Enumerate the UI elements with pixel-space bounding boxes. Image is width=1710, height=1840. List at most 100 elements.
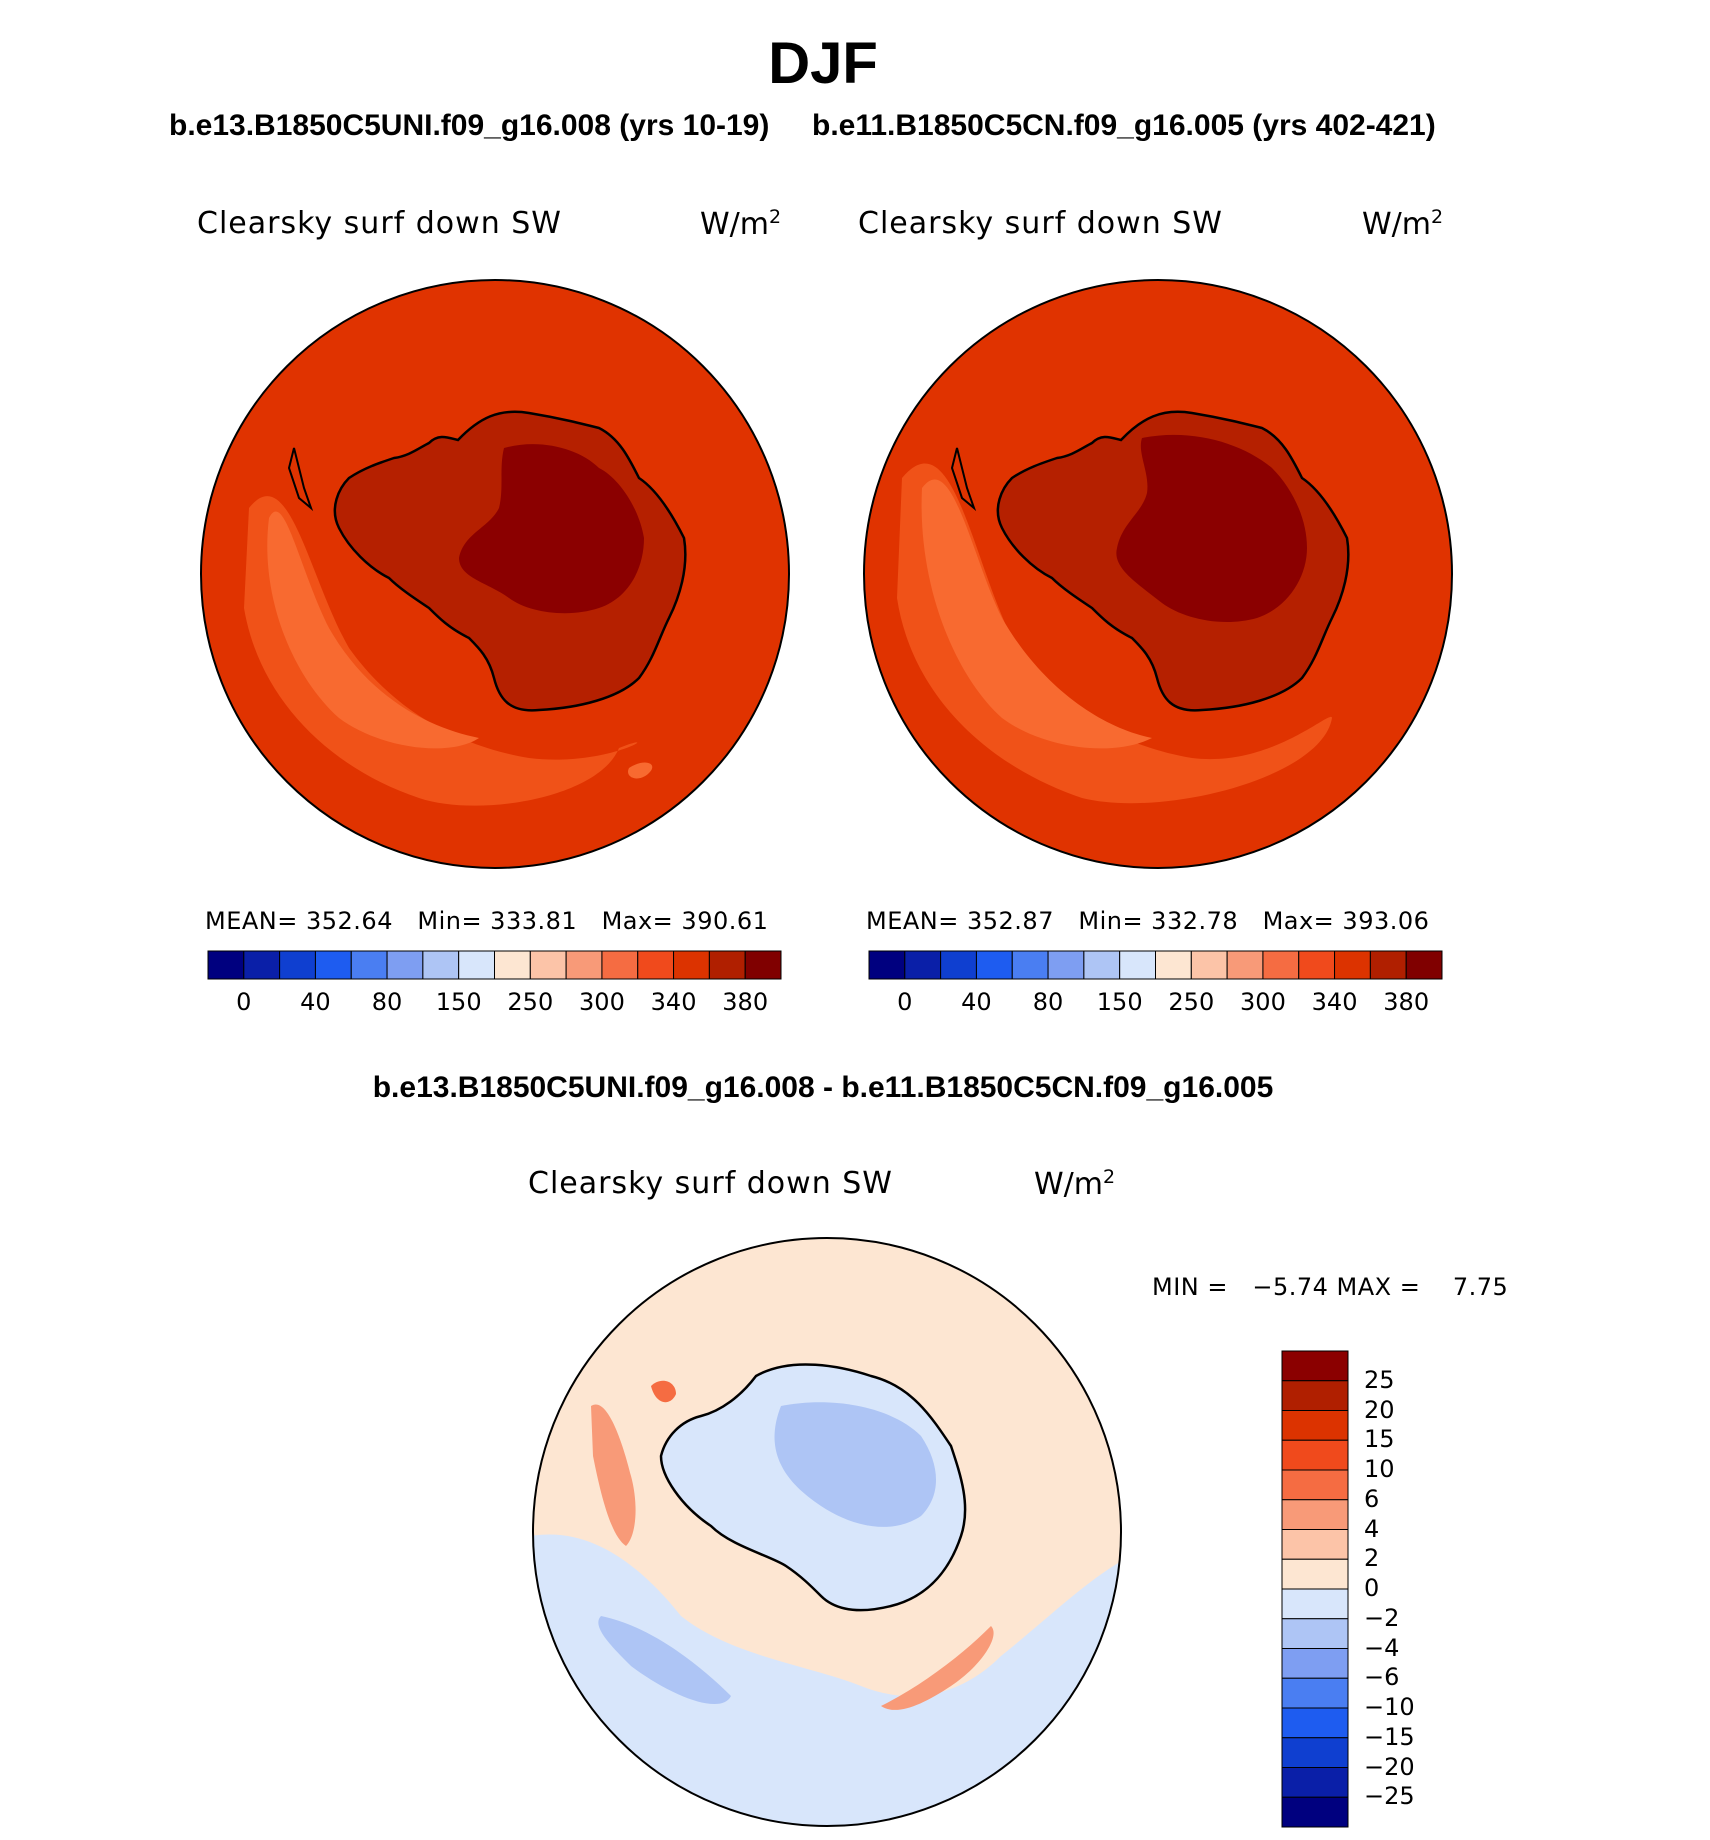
colorbar-label: 4 xyxy=(1364,1514,1380,1543)
panel-1-colorbar-labels: 0 40 80 150 250 300 340 380 xyxy=(208,988,781,1018)
inner-band xyxy=(921,479,1152,749)
colorbar-swatch xyxy=(1298,950,1336,980)
colorbar-swatch xyxy=(1281,1469,1349,1501)
colorbar-swatch xyxy=(940,950,977,980)
colorbar-swatch xyxy=(1119,950,1156,980)
colorbar-label: −15 xyxy=(1364,1722,1415,1751)
peninsula-outline xyxy=(287,447,314,512)
panel-2-units: W/m2 xyxy=(1362,206,1444,242)
diff-title: b.e13.B1850C5UNI.f09_g16.008 - b.e11.B18… xyxy=(372,1071,1274,1104)
colorbar-swatch xyxy=(494,950,531,980)
figure-title: DJF xyxy=(768,31,878,96)
colorbar-swatch xyxy=(1281,1410,1349,1441)
colorbar-swatch xyxy=(1190,950,1228,980)
diff-colorbar-labels: 25 20 15 10 6 4 2 0 −2 −4 −6 −10 −15 −20 −25 xyxy=(1364,1351,1484,1827)
colorbar-swatch xyxy=(1281,1439,1349,1471)
colorbar-swatch xyxy=(458,950,495,980)
colorbar-label: 2 xyxy=(1364,1544,1380,1573)
colorbar-swatch xyxy=(708,950,746,980)
panel-2-variable-label: Clearsky surf down SW xyxy=(858,206,1223,241)
panel-1-units: W/m2 xyxy=(700,206,782,242)
colorbar-label: 40 xyxy=(961,988,992,1016)
colorbar-swatch xyxy=(1281,1380,1349,1411)
antarctica-interior xyxy=(1116,434,1307,623)
diff-minmax: MIN = −5.74 MAX = 7.75 xyxy=(1152,1273,1509,1301)
colorbar-swatch xyxy=(1226,950,1264,980)
panel-1-variable-label: Clearsky surf down SW xyxy=(197,206,562,241)
diff-units: W/m2 xyxy=(1034,1166,1116,1202)
diff-variable-label: Clearsky surf down SW xyxy=(528,1166,893,1201)
colorbar-label: −4 xyxy=(1364,1633,1400,1662)
colorbar-swatch xyxy=(350,950,388,980)
colorbar-swatch xyxy=(1281,1529,1349,1560)
panel-2-colorbar xyxy=(868,950,1443,980)
colorbar-label: −10 xyxy=(1364,1693,1415,1721)
colorbar-swatch xyxy=(673,950,710,980)
colorbar-label: 250 xyxy=(507,988,554,1016)
positive-patch xyxy=(591,1404,636,1546)
colorbar-swatch xyxy=(1281,1499,1349,1530)
outer-band xyxy=(244,496,638,806)
colorbar-swatch xyxy=(601,950,639,980)
colorbar-swatch xyxy=(904,950,942,980)
colorbar-swatch xyxy=(1047,950,1085,980)
colorbar-swatch xyxy=(207,950,245,980)
panel-1-stats: MEAN= 352.64 Min= 333.81 Max= 390.61 xyxy=(205,907,769,935)
colorbar-swatch xyxy=(975,950,1013,980)
colorbar-label: 150 xyxy=(435,988,482,1016)
colorbar-label: 340 xyxy=(1311,988,1358,1016)
panel-2-colorbar-labels: 0 40 80 150 250 300 340 380 xyxy=(869,988,1442,1018)
colorbar-label: −6 xyxy=(1364,1663,1400,1692)
colorbar-label: −20 xyxy=(1364,1752,1415,1781)
panel-2-polar-map xyxy=(863,279,1453,869)
colorbar-swatch xyxy=(1155,950,1192,980)
colorbar-swatch xyxy=(529,950,567,980)
colorbar-swatch xyxy=(243,950,281,980)
colorbar-label: 0 xyxy=(897,988,913,1016)
colorbar-swatch xyxy=(1281,1707,1349,1739)
colorbar-label: 300 xyxy=(579,988,625,1016)
panel-1-case-title: b.e13.B1850C5UNI.f09_g16.008 (yrs 10-19) xyxy=(169,109,770,142)
colorbar-label: −25 xyxy=(1364,1782,1415,1811)
colorbar-swatch xyxy=(565,950,603,980)
colorbar-swatch xyxy=(1369,950,1407,980)
colorbar-label: 0 xyxy=(1364,1574,1380,1602)
colorbar-swatch xyxy=(1281,1618,1349,1649)
colorbar-label: 300 xyxy=(1240,988,1286,1016)
panel-2-stats: MEAN= 352.87 Min= 332.78 Max= 393.06 xyxy=(866,907,1430,935)
colorbar-swatch xyxy=(314,950,352,980)
colorbar-swatch xyxy=(1281,1588,1349,1620)
colorbar-swatch xyxy=(1281,1558,1349,1590)
panel-2-case-title: b.e11.B1850C5CN.f09_g16.005 (yrs 402-421… xyxy=(812,109,1436,142)
colorbar-label: 150 xyxy=(1096,988,1143,1016)
colorbar-swatch xyxy=(1083,950,1121,980)
colorbar-swatch xyxy=(1405,950,1443,980)
diff-colorbar xyxy=(1281,1350,1349,1828)
colorbar-swatch xyxy=(1281,1767,1349,1798)
peninsula-outline xyxy=(950,447,977,512)
colorbar-label: 20 xyxy=(1364,1395,1395,1424)
colorbar-swatch xyxy=(1281,1796,1349,1828)
positive-patch-2 xyxy=(881,1626,994,1710)
negative-patch xyxy=(598,1616,731,1705)
colorbar-swatch xyxy=(1011,950,1049,980)
colorbar-label: 40 xyxy=(300,988,331,1016)
colorbar-swatch xyxy=(1281,1677,1349,1709)
colorbar-swatch xyxy=(422,950,460,980)
colorbar-swatch xyxy=(744,950,782,980)
colorbar-swatch xyxy=(1262,950,1300,980)
diff-polar-map xyxy=(532,1237,1122,1827)
patch xyxy=(628,762,653,779)
colorbar-label: 380 xyxy=(722,988,769,1016)
panel-1-colorbar xyxy=(207,950,782,980)
antarctica-interior xyxy=(459,444,644,614)
negative-region xyxy=(533,1534,1121,1826)
colorbar-swatch xyxy=(868,950,906,980)
inner-band xyxy=(267,511,479,749)
positive-core xyxy=(651,1380,676,1403)
colorbar-swatch xyxy=(1334,950,1371,980)
colorbar-swatch xyxy=(637,950,675,980)
colorbar-swatch xyxy=(1281,1350,1349,1382)
antarctica-negative xyxy=(774,1402,936,1527)
colorbar-label: 80 xyxy=(1032,988,1064,1016)
